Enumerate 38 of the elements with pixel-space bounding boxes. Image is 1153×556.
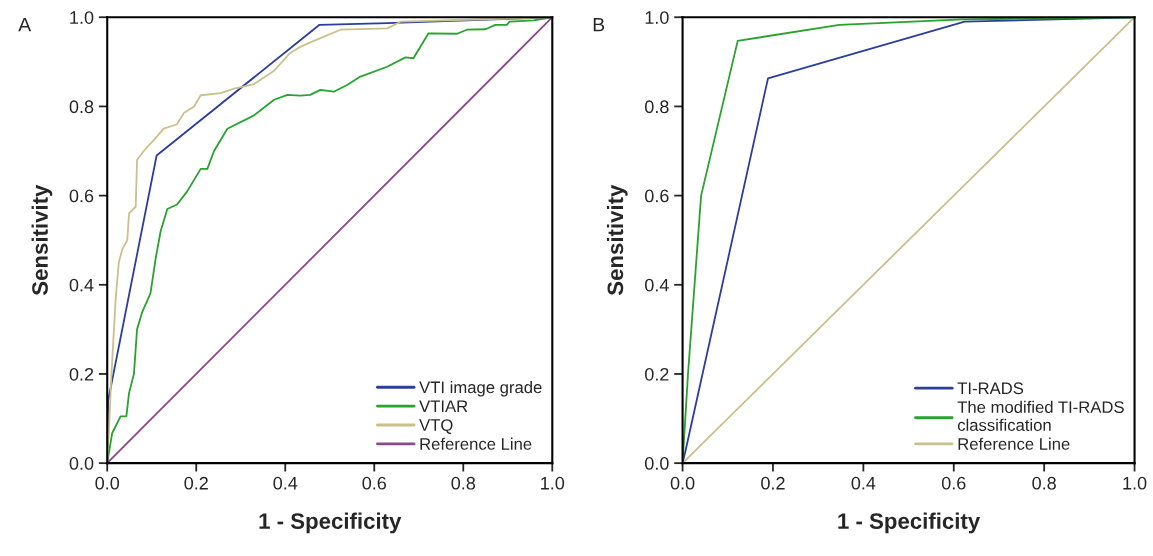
x-axis-title: 1 - Specificity [259, 512, 402, 534]
y-tick-label: 0.6 [69, 189, 94, 203]
x-tick-label: 0.0 [95, 476, 120, 490]
legend-label: Reference Line [958, 437, 1070, 450]
x-tick-label: 0.6 [362, 476, 387, 490]
x-tick-label: 0.2 [184, 476, 208, 490]
x-tick-label: 0.6 [941, 476, 966, 490]
legend-label: Reference Line [420, 437, 532, 450]
y-tick-label: 0.2 [69, 367, 94, 381]
y-tick-label: 0.8 [69, 100, 94, 114]
legend-label: VTIAR [419, 400, 468, 412]
x-tick-label: 0.0 [670, 476, 695, 490]
y-tick-label: 0.6 [644, 189, 669, 203]
line-series [682, 17, 1135, 464]
x-tick-label: 1.0 [1123, 476, 1147, 490]
y-tick-label: 0.2 [644, 367, 669, 381]
x-tick-label: 0.4 [273, 476, 298, 490]
text: B [593, 17, 605, 32]
legend-label: TI-RADS [957, 382, 1024, 395]
y-tick-label: 0.4 [69, 278, 94, 292]
y-tick-label: 0.4 [644, 278, 669, 292]
x-tick-label: 0.8 [1032, 476, 1056, 490]
legend-label: VTI image grade [419, 381, 542, 397]
x-tick-label: 0.8 [451, 476, 476, 490]
y-tick-label: 1.0 [645, 11, 669, 24]
x-tick-label: 0.2 [761, 476, 785, 490]
y-tick-label: 0.8 [644, 100, 669, 114]
x-tick-label: 0.4 [851, 476, 876, 490]
legend-label: VTQ [419, 419, 453, 434]
text: A [18, 17, 32, 32]
x-axis-title: 1 - Specificity [838, 512, 981, 534]
y-axis-title: Sensitivity [606, 184, 628, 296]
x-tick-label: 1.0 [541, 476, 565, 490]
y-tick-label: 1.0 [70, 11, 94, 24]
legend-label: The modified TI-RADS classification [957, 400, 1124, 431]
y-tick-label: 0.0 [69, 457, 94, 470]
y-axis-title: Sensitivity [31, 184, 53, 296]
y-tick-label: 0.0 [644, 457, 669, 470]
